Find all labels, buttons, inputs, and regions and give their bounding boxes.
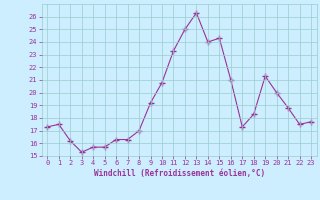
X-axis label: Windchill (Refroidissement éolien,°C): Windchill (Refroidissement éolien,°C) bbox=[94, 169, 265, 178]
